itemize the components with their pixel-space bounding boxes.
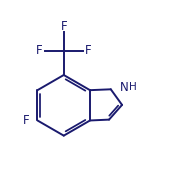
Text: F: F	[23, 114, 30, 127]
Text: N: N	[120, 81, 129, 94]
Text: F: F	[60, 20, 67, 33]
Text: F: F	[36, 44, 42, 57]
Text: H: H	[129, 82, 136, 92]
Text: F: F	[85, 44, 92, 57]
